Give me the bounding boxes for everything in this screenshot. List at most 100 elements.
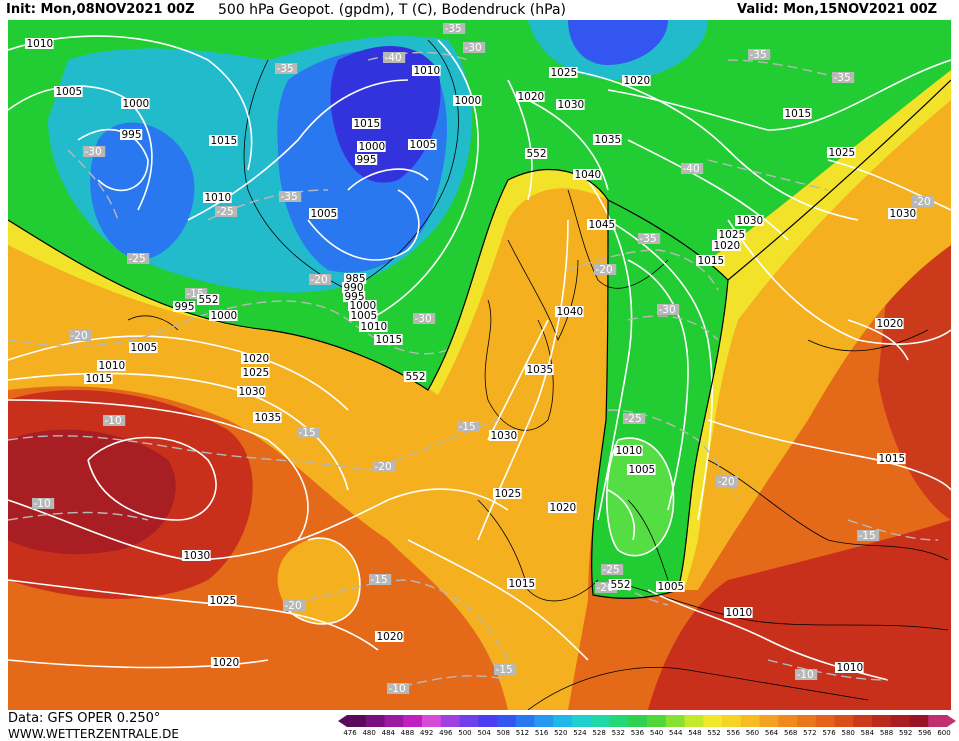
isotherm-label-text: -35: [750, 49, 767, 61]
isotherm-label-box: [748, 49, 771, 60]
scale-segment: [684, 715, 704, 727]
isotherm-label-text: -35: [445, 23, 462, 35]
isobar-label-box: [627, 464, 656, 475]
isotherm-label-box: [279, 191, 302, 202]
scale-segment: [609, 715, 629, 727]
isobar-label: 1025: [549, 67, 578, 79]
isobar-label: 1010: [412, 65, 441, 77]
isotherm-label-box: [832, 72, 855, 83]
isobar-label-box: [25, 38, 54, 49]
isotherm-label-text: -15: [459, 421, 476, 433]
isobar-label: 1015: [84, 373, 113, 385]
isobar-label-text: 1010: [616, 445, 643, 457]
isobar-label-text: 1010: [837, 662, 864, 674]
isotherm-label-text: -35: [640, 233, 657, 245]
isobar-label-box: [783, 108, 812, 119]
isobar-label-box: [408, 139, 437, 150]
isobar-label: 1040: [555, 306, 584, 318]
isobar-label-box: [54, 86, 83, 97]
isotherm-label-box: [185, 288, 208, 299]
isobar-label-text: 1020: [624, 75, 651, 87]
scale-tick-label: 568: [784, 729, 798, 737]
isobar-label: 1000: [121, 98, 150, 110]
isobar-label-box: [309, 208, 338, 219]
isobar-label-box: [712, 240, 741, 251]
scale-tick-label: 488: [400, 729, 415, 737]
isobar-label-box: [203, 192, 232, 203]
isobar-label-box: [209, 135, 238, 146]
isobar-label: 1005: [656, 581, 685, 593]
isobar-label-box: [129, 342, 158, 353]
isobar-label: 1010: [835, 662, 864, 674]
scale-tick-label: 508: [496, 729, 510, 737]
east-yellow-edge: [673, 70, 951, 590]
isobar-label: 1020: [241, 353, 270, 365]
scale-segment: [384, 715, 404, 727]
scale-segment: [590, 715, 610, 727]
isobar-label-text: 1020: [877, 318, 904, 330]
scale-segment: [890, 715, 910, 727]
isobar-label: 1000: [209, 310, 238, 322]
isotherm-label-box: [657, 304, 680, 315]
isobar-label: 1000: [357, 141, 386, 153]
isobar-label-text: 1035: [595, 134, 622, 146]
isobar-label-box: [614, 445, 643, 456]
color-scale-svg: [338, 715, 956, 727]
isobar-label-text: 1005: [56, 86, 83, 98]
isobar-label-text: 1015: [879, 453, 906, 465]
isotherm-label-box: [494, 664, 517, 675]
isobar-label-text: 1030: [239, 386, 266, 398]
isobar-label-box: [696, 255, 725, 266]
isobar-label-text: 1000: [211, 310, 238, 322]
isotherm-label-box: [457, 421, 480, 432]
isobar-label-box: [573, 169, 602, 180]
scale-segment: [534, 715, 554, 727]
scale-segment: [459, 715, 479, 727]
isobar-label-box: [348, 300, 377, 311]
scale-tick-label: 564: [764, 729, 779, 737]
isotherm-label-box: [127, 253, 150, 264]
data-source: Data: GFS OPER 0.250°: [8, 711, 161, 726]
init-time: Init: Mon,08NOV2021 00Z: [6, 2, 195, 17]
scale-segment: [403, 715, 423, 727]
isobar-label-box: [241, 353, 270, 364]
isobar-label: 1035: [593, 134, 622, 146]
isobar-label-text: 995: [357, 154, 377, 166]
isobar-label-text: 1020: [714, 240, 741, 252]
isobar-label: 1020: [712, 240, 741, 252]
isobar-label-text: 1030: [491, 430, 518, 442]
isobar-label: 1020: [211, 657, 240, 669]
isobar-label: 1010: [614, 445, 643, 457]
isotherm-label: -35: [443, 23, 466, 35]
isobar-label-box: [237, 386, 266, 397]
isobar-label-box: [525, 364, 554, 375]
isobar-label-box: [453, 95, 482, 106]
scale-tick-label: 548: [688, 729, 702, 737]
isobar-label: 1005: [129, 342, 158, 354]
isotherm-label-box: [383, 52, 406, 63]
scale-segment: [834, 715, 854, 727]
isobar-label: 995: [355, 154, 378, 166]
isobar-label: 1030: [888, 208, 917, 220]
isobar-label-text: 1035: [527, 364, 554, 376]
geopotential-label-box: [525, 148, 548, 159]
scale-tick-label: 520: [554, 729, 568, 737]
isobar-label-box: [359, 321, 388, 332]
scale-segment: [628, 715, 648, 727]
scale-tick-label: 536: [630, 729, 645, 737]
isobar-label-box: [548, 502, 577, 513]
isobar-label-text: 1000: [455, 95, 482, 107]
isobar-label-text: 1000: [350, 300, 377, 312]
isobar-label-box: [208, 595, 237, 606]
isobar-label-text: 1000: [359, 141, 386, 153]
isobar-label-box: [121, 98, 150, 109]
geopotential-label: 552: [525, 148, 548, 160]
isotherm-label: -35: [279, 191, 302, 203]
isobar-label-box: [717, 229, 746, 240]
isotherm-label: -15: [457, 421, 480, 433]
isobar-label-text: 1015: [354, 118, 381, 130]
isobar-label-box: [209, 310, 238, 321]
isobar-label: 1020: [548, 502, 577, 514]
isotherm-label: -10: [32, 498, 55, 510]
